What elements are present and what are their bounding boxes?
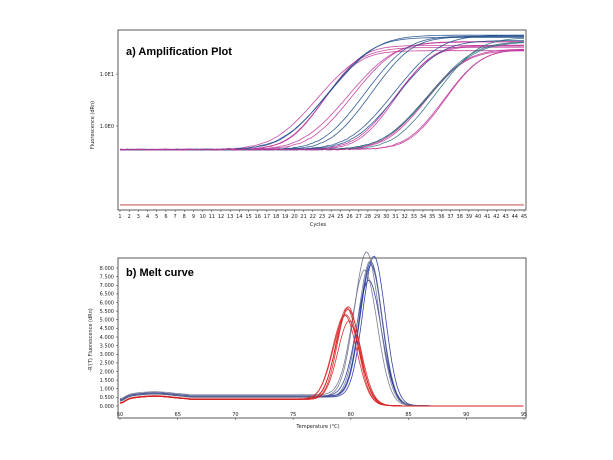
amplification-x-tick-label: 38 — [457, 214, 463, 220]
amplification-plot-frame — [117, 29, 527, 211]
amplification-x-tick-label: 31 — [392, 214, 398, 220]
amplification-x-tick-label: 43 — [502, 214, 508, 220]
amplification-x-tick-label: 23 — [319, 214, 325, 220]
amplification-x-tick-label: 44 — [512, 214, 518, 220]
melt-curve-title: b) Melt curve — [126, 267, 194, 279]
amplification-x-tick-label: 4 — [146, 214, 149, 220]
amplification-x-tick-label: 45 — [521, 214, 527, 220]
melt-y-label: -R'(T) Fluorescence (dRn) — [88, 308, 94, 371]
amplification-y-tick-label: 1.0E1 — [100, 72, 114, 78]
amplification-x-tick-label: 6 — [164, 214, 167, 220]
amplification-x-tick-label: 7 — [173, 214, 176, 220]
amplification-x-tick-label: 35 — [429, 214, 435, 220]
melt-y-tick-label: 6.500 — [100, 292, 114, 298]
melt-x-tick-label: 70 — [232, 412, 238, 418]
amplification-x-tick-label: 39 — [466, 214, 472, 220]
amplification-x-tick-label: 34 — [420, 214, 426, 220]
amplification-plot-title: a) Amplification Plot — [126, 46, 232, 58]
melt-y-tick-label: 5.500 — [100, 309, 114, 315]
amplification-y-tick-label: 1.0E0 — [100, 124, 114, 130]
amplification-x-tick-label: 22 — [310, 214, 316, 220]
amplification-x-tick-label: 17 — [264, 214, 270, 220]
melt-x-tick-label: 90 — [463, 412, 469, 418]
melt-y-tick-label: 3.000 — [100, 352, 114, 358]
amplification-series — [119, 34, 525, 206]
melt-series — [119, 251, 524, 407]
melt-x-tick-label: 75 — [290, 412, 296, 418]
amplification-x-tick-label: 40 — [475, 214, 481, 220]
melt-curve-panel: b) Melt curve Temperature (°C) -R'(T) Fl… — [88, 251, 527, 430]
amplification-x-tick-label: 16 — [255, 214, 261, 220]
melt-x-tick-label: 95 — [521, 412, 527, 418]
amplification-x-tick-label: 29 — [374, 214, 380, 220]
melt-ticks: 60 65 70 75 80 85 90 95 0.000 0.500 1.000 1.500 2.00… — [100, 266, 527, 420]
amplification-x-tick-label: 1 — [118, 214, 121, 220]
melt-y-tick-label: 4.000 — [100, 335, 114, 341]
melt-y-tick-label: 0.500 — [100, 395, 114, 401]
amplification-x-tick-label: 24 — [328, 214, 334, 220]
amplification-x-tick-label: 42 — [493, 214, 499, 220]
amplification-x-tick-label: 20 — [291, 214, 297, 220]
amplification-x-tick-label: 28 — [365, 214, 371, 220]
amplification-x-label: Cycles — [310, 222, 327, 228]
melt-series-13 — [119, 308, 524, 407]
amplification-x-tick-label: 27 — [356, 214, 362, 220]
amplification-y-label: Fluorescence (dRn) — [90, 101, 96, 149]
amplification-x-tick-label: 26 — [346, 214, 352, 220]
melt-y-tick-label: 1.500 — [100, 378, 114, 384]
melt-y-tick-label: 7.000 — [100, 283, 114, 289]
melt-y-tick-label: 5.000 — [100, 318, 114, 324]
amplification-x-tick-label: 14 — [236, 214, 242, 220]
amplification-ticks: 1 2 3 4 5 6 7 8 9 10 11 12 13 14 15 16 17 18 19 20 21 22 23 24 2… — [100, 72, 527, 220]
melt-x-label: Temperature (°C) — [295, 424, 339, 430]
melt-y-tick-label: 2.500 — [100, 361, 114, 367]
melt-y-tick-label: 0.000 — [100, 404, 114, 410]
melt-y-tick-label: 3.500 — [100, 343, 114, 349]
melt-y-tick-label: 4.500 — [100, 326, 114, 332]
amplification-x-tick-label: 12 — [218, 214, 224, 220]
amplification-x-tick-label: 13 — [227, 214, 233, 220]
amplification-x-tick-label: 37 — [447, 214, 453, 220]
amplification-x-tick-label: 21 — [300, 214, 306, 220]
amplification-x-tick-label: 2 — [128, 214, 131, 220]
amplification-series-20 — [119, 49, 525, 151]
melt-x-tick-label: 85 — [405, 412, 411, 418]
amplification-x-tick-label: 19 — [282, 214, 288, 220]
amplification-x-tick-label: 18 — [273, 214, 279, 220]
amplification-x-tick-label: 33 — [411, 214, 417, 220]
melt-x-tick-label: 80 — [348, 412, 354, 418]
amplification-x-tick-label: 36 — [438, 214, 444, 220]
melt-x-tick-label: 60 — [117, 412, 123, 418]
amplification-plot-panel: a) Amplification Plot Cycles Fluorescenc… — [90, 29, 527, 228]
melt-y-tick-label: 6.000 — [100, 300, 114, 306]
melt-y-tick-label: 7.500 — [100, 274, 114, 280]
amplification-x-tick-label: 10 — [199, 214, 205, 220]
melt-y-tick-label: 2.000 — [100, 369, 114, 375]
amplification-x-tick-label: 9 — [192, 214, 195, 220]
amplification-x-tick-label: 5 — [155, 214, 158, 220]
amplification-x-tick-label: 32 — [401, 214, 407, 220]
amplification-x-tick-label: 8 — [183, 214, 186, 220]
amplification-x-tick-label: 11 — [209, 214, 215, 220]
melt-x-tick-label: 65 — [175, 412, 181, 418]
amplification-x-tick-label: 30 — [383, 214, 389, 220]
amplification-x-tick-label: 3 — [137, 214, 140, 220]
amplification-x-tick-label: 25 — [337, 214, 343, 220]
melt-y-tick-label: 1.000 — [100, 387, 114, 393]
amplification-x-tick-label: 41 — [484, 214, 490, 220]
amplification-x-tick-label: 15 — [245, 214, 251, 220]
melt-y-tick-label: 8.000 — [100, 266, 114, 272]
